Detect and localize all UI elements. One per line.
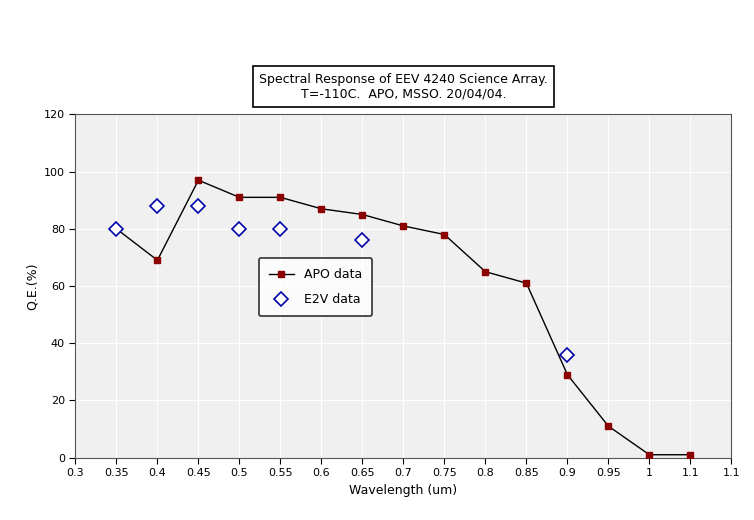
Y-axis label: Q.E.(%): Q.E.(%) — [26, 262, 38, 310]
Title: Spectral Response of EEV 4240 Science Array.
T=-110C.  APO, MSSO. 20/04/04.: Spectral Response of EEV 4240 Science Ar… — [259, 73, 547, 101]
Legend: APO data, E2V data: APO data, E2V data — [259, 258, 372, 317]
X-axis label: Wavelength (um): Wavelength (um) — [349, 484, 458, 497]
